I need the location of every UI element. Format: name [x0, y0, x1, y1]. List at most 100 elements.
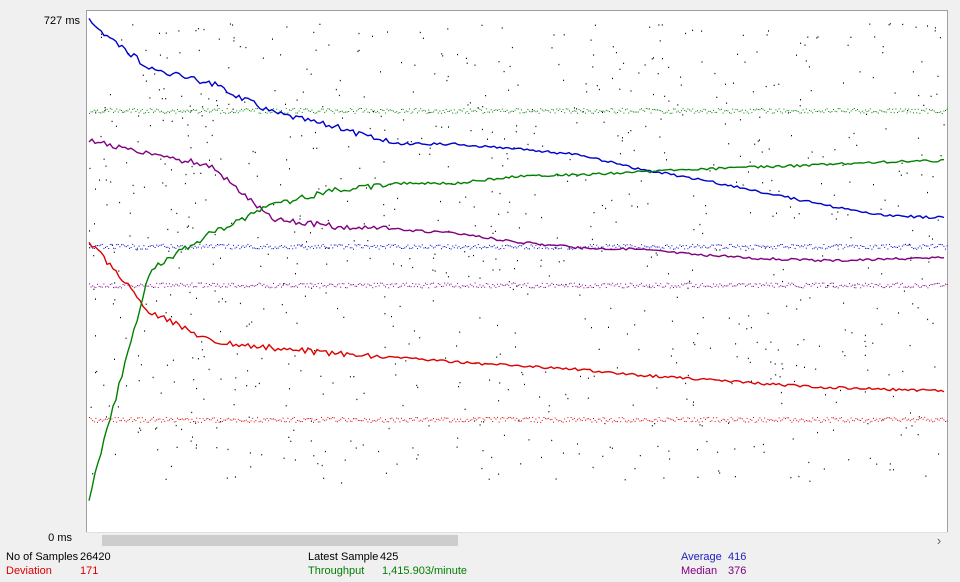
band-dot: [639, 420, 641, 422]
band-dot: [809, 420, 810, 422]
band-dot: [929, 285, 930, 286]
band-dot: [495, 418, 497, 420]
sample-dot: [147, 237, 149, 239]
band-dot: [445, 108, 447, 110]
sample-dot: [615, 52, 617, 54]
band-dot: [249, 110, 250, 112]
band-dot: [689, 109, 690, 111]
sample-dot: [873, 184, 874, 186]
band-dot: [583, 108, 585, 110]
band-dot: [684, 248, 686, 250]
sample-dot: [100, 36, 102, 38]
sample-dot: [384, 346, 386, 348]
band-dot: [823, 244, 825, 245]
band-dot: [498, 285, 500, 287]
band-dot: [170, 417, 172, 419]
band-dot: [749, 283, 751, 285]
band-dot: [727, 110, 729, 112]
band-dot: [649, 247, 650, 249]
band-dot: [687, 282, 689, 284]
throughput-line: [88, 158, 945, 501]
sample-dot: [701, 425, 703, 427]
band-dot: [130, 285, 132, 287]
band-dot: [849, 283, 850, 285]
band-dot: [511, 110, 513, 112]
band-dot: [559, 248, 561, 250]
band-dot: [194, 109, 196, 111]
response-time-graph: [86, 10, 948, 547]
band-dot: [735, 420, 737, 422]
band-dot: [809, 109, 810, 111]
band-dot: [266, 418, 268, 419]
sample-dot: [521, 371, 523, 374]
band-dot: [855, 110, 857, 112]
scroll-thumb[interactable]: [102, 535, 458, 546]
band-dot: [738, 111, 740, 113]
sample-dot: [807, 36, 809, 38]
band-dot: [239, 286, 241, 288]
band-dot: [140, 248, 142, 250]
band-dot: [535, 285, 537, 287]
sample-dot: [602, 111, 603, 113]
sample-dot: [534, 194, 536, 196]
band-dot: [869, 421, 871, 423]
band-dot: [665, 285, 666, 287]
band-dot: [556, 247, 558, 249]
band-dot: [685, 245, 687, 247]
sample-dot: [576, 122, 578, 124]
band-dot: [429, 283, 431, 285]
band-dot: [242, 245, 244, 247]
band-dot: [692, 420, 694, 422]
band-dot: [156, 419, 158, 421]
band-dot: [378, 418, 380, 420]
sample-dot: [289, 168, 290, 170]
band-dot: [796, 285, 798, 287]
sample-dot: [750, 212, 751, 214]
y-axis-min-label: 0 ms: [48, 532, 72, 544]
sample-dot: [216, 447, 218, 449]
band-dot: [797, 421, 799, 423]
sample-dot: [638, 72, 640, 74]
band-dot: [917, 285, 919, 287]
sample-dot: [93, 255, 95, 257]
band-dot: [753, 417, 754, 418]
band-dot: [519, 245, 521, 246]
band-dot: [727, 247, 729, 249]
sample-dot: [434, 253, 436, 255]
sample-dot: [662, 58, 663, 60]
sample-dot: [101, 33, 103, 35]
scroll-right-arrow-icon[interactable]: ›: [936, 533, 942, 548]
band-dot: [572, 248, 574, 250]
band-dot: [514, 282, 516, 284]
band-dot: [769, 108, 770, 110]
band-dot: [567, 248, 569, 250]
band-dot: [169, 283, 170, 285]
band-dot: [652, 285, 654, 287]
band-dot: [879, 109, 881, 111]
band-dot: [671, 419, 673, 421]
band-dot: [113, 111, 114, 113]
sample-dot: [769, 189, 771, 192]
band-dot: [317, 283, 319, 285]
band-dot: [535, 111, 537, 113]
sample-dot: [105, 416, 107, 418]
band-dot: [498, 421, 500, 423]
sample-dot: [593, 212, 595, 214]
band-dot: [337, 421, 338, 423]
sample-dot: [644, 310, 646, 312]
band-dot: [239, 110, 241, 112]
band-dot: [183, 110, 185, 112]
band-dot: [567, 417, 569, 419]
band-dot: [868, 110, 870, 112]
band-dot: [436, 418, 438, 420]
band-dot: [415, 417, 417, 418]
sample-dot: [407, 141, 409, 143]
sample-dot: [837, 245, 839, 247]
band-dot: [228, 417, 230, 419]
sample-dot: [848, 459, 850, 461]
horizontal-scrollbar[interactable]: ›: [86, 532, 948, 548]
sample-dot: [545, 371, 547, 373]
band-dot: [810, 285, 812, 287]
sample-dot: [288, 363, 290, 365]
band-dot: [805, 108, 807, 110]
